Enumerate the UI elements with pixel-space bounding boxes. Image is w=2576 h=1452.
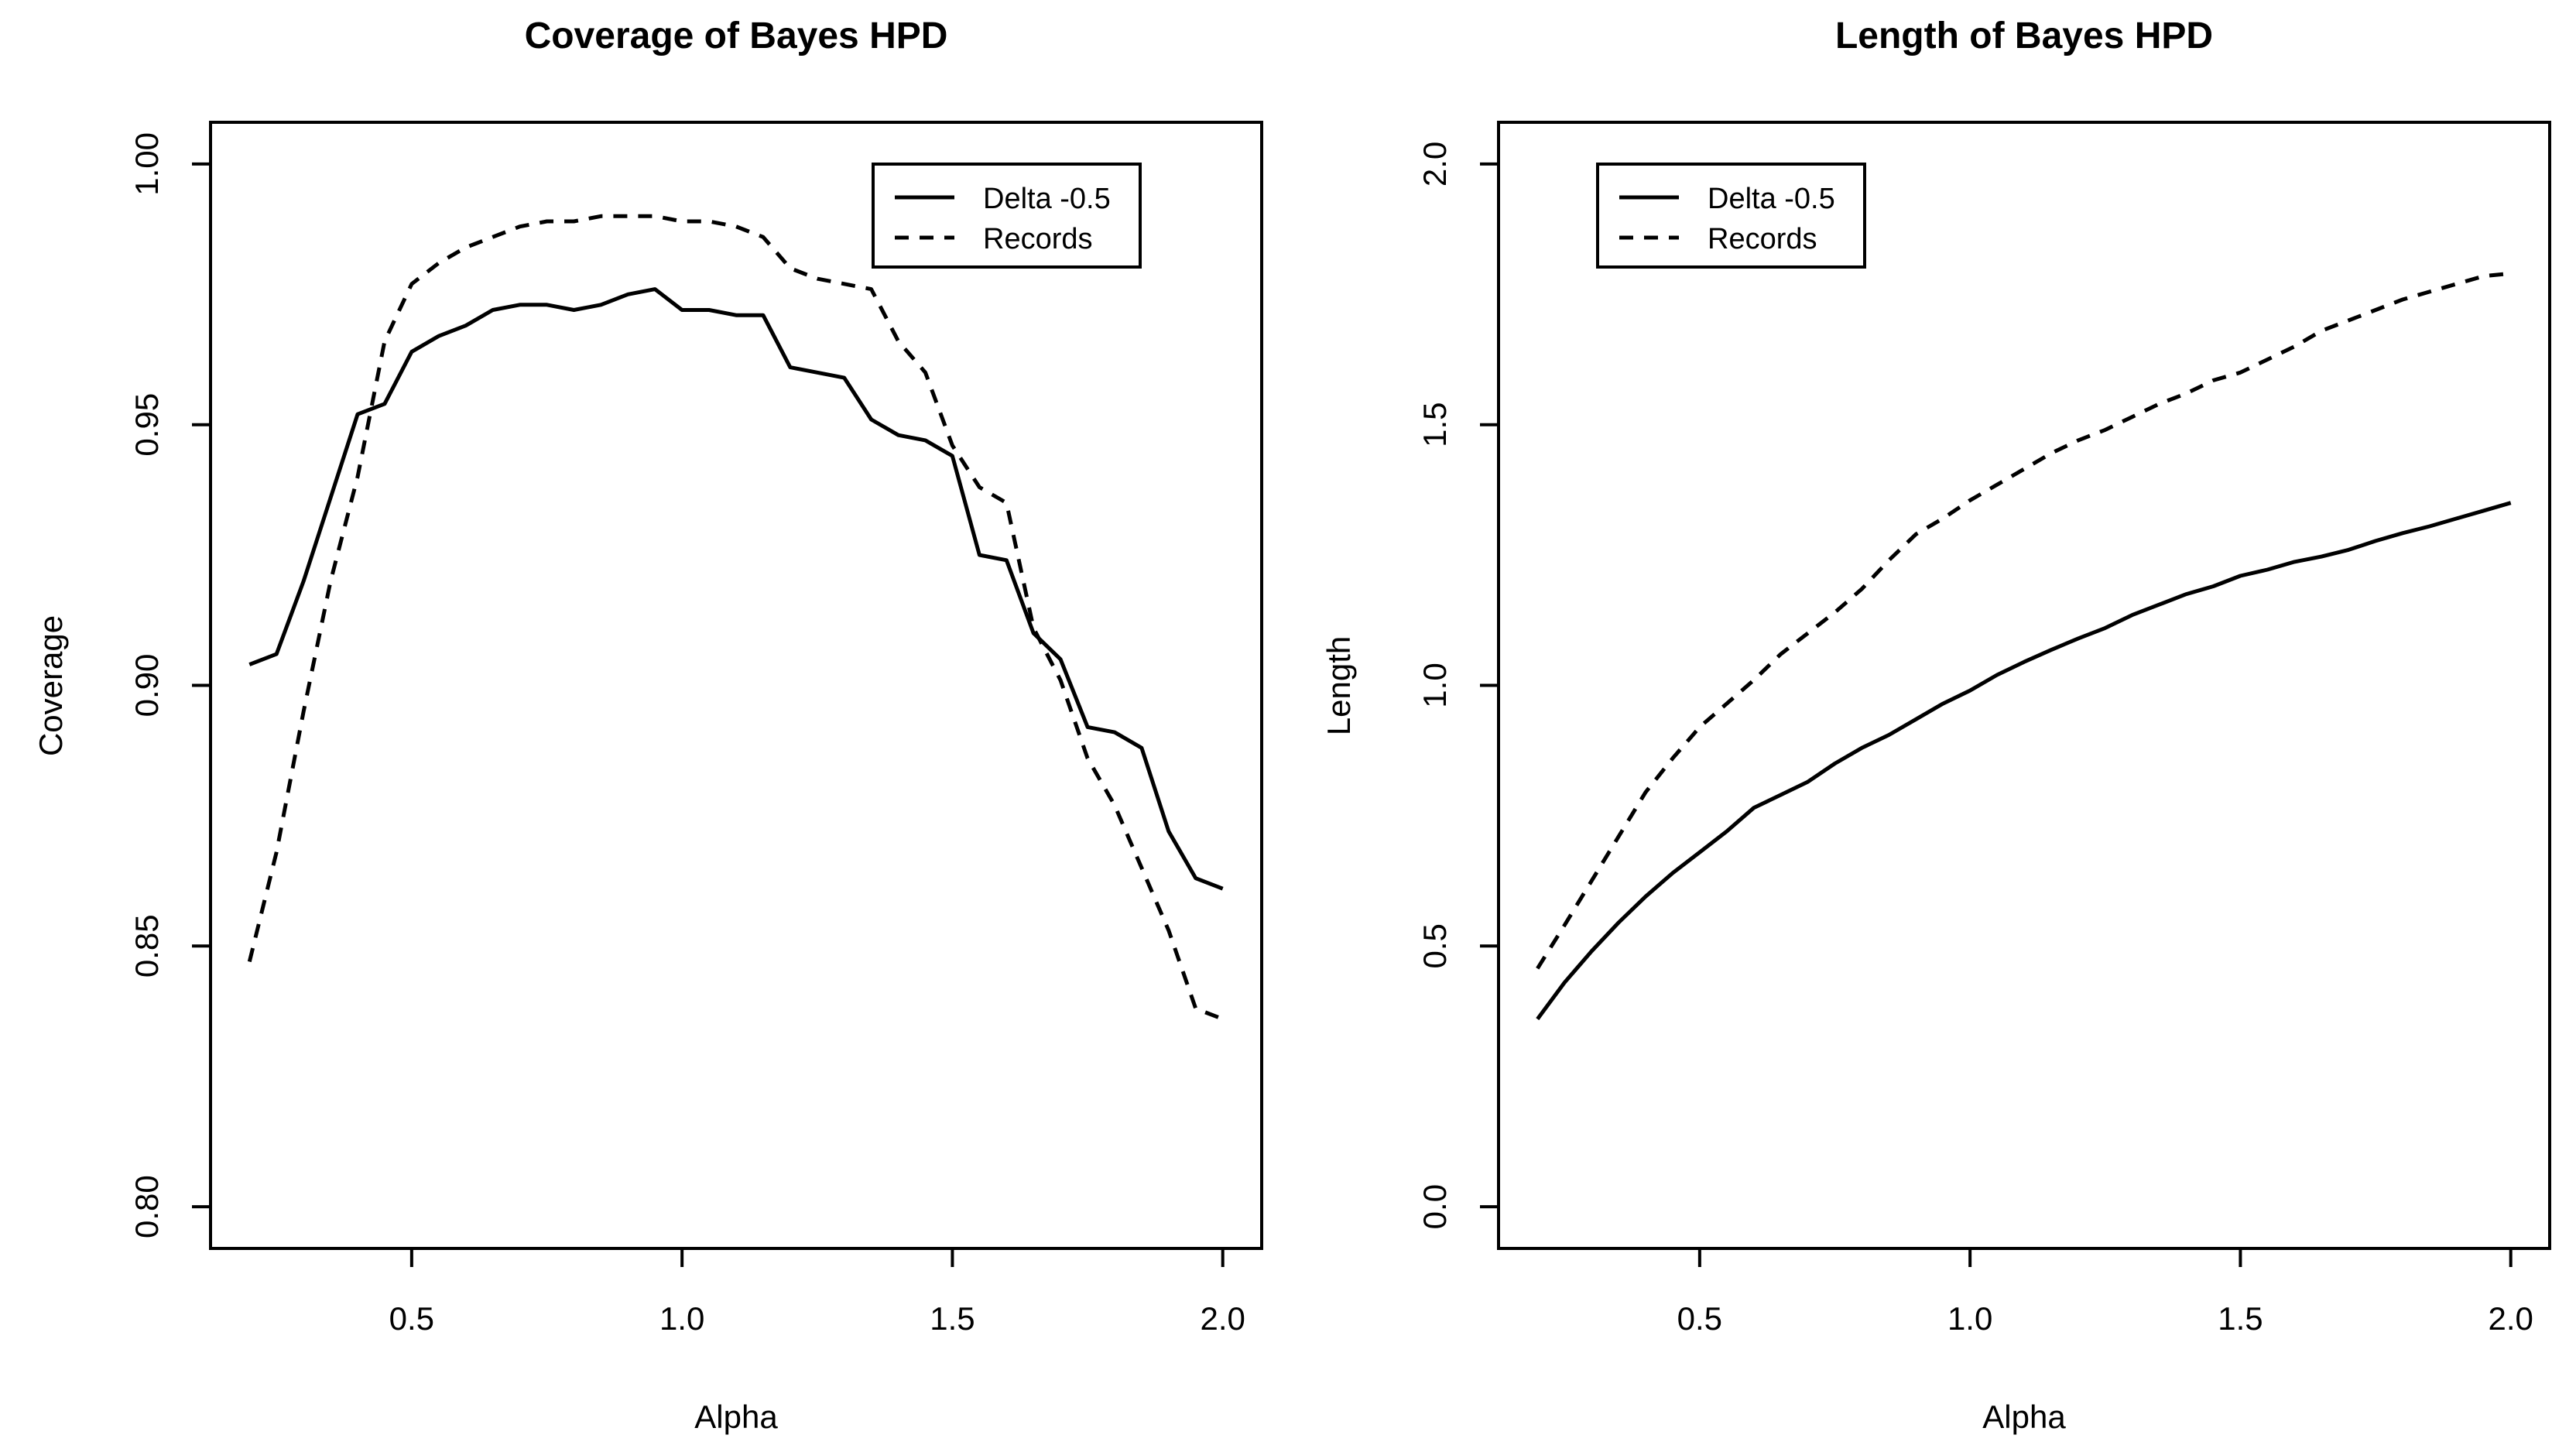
x-tick-label: 1.5 bbox=[2218, 1300, 2263, 1337]
x-tick-label: 1.0 bbox=[1947, 1300, 1992, 1337]
x-axis-label: Alpha bbox=[694, 1399, 778, 1435]
x-tick-label: 2.0 bbox=[1201, 1300, 1245, 1337]
series-line-delta bbox=[248, 287, 1224, 891]
coverage-plot-area: 0.5 1.0 1.5 2.0 0.80 0.85 0.90 0.95 1.00 bbox=[128, 121, 1263, 1337]
y-tick-label: 2.0 bbox=[1416, 142, 1453, 187]
coverage-panel: 0.5 1.0 1.5 2.0 0.80 0.85 0.90 0.95 1.00 Coverag… bbox=[33, 15, 1263, 1435]
x-tick-label: 1.0 bbox=[659, 1300, 704, 1337]
length-panel: 0.5 1.0 1.5 2.0 0.0 0.5 1.0 1.5 2.0 Length of Ba… bbox=[1288, 0, 2576, 1452]
length-plot-area: 0.5 1.0 1.5 2.0 0.0 0.5 1.0 1.5 2.0 bbox=[1416, 121, 2551, 1337]
legend: Delta -0.5 Records bbox=[1596, 163, 1866, 269]
x-tick-label: 0.5 bbox=[1677, 1300, 1722, 1337]
y-axis-label: Length bbox=[1321, 636, 1357, 735]
y-tick-label: 1.5 bbox=[1416, 402, 1453, 447]
y-tick-label: 1.00 bbox=[128, 132, 165, 196]
y-tick-label: 0.5 bbox=[1416, 923, 1453, 968]
y-tick-label: 0.0 bbox=[1416, 1184, 1453, 1229]
x-tick-label: 2.0 bbox=[2489, 1300, 2533, 1337]
y-tick-label: 1.0 bbox=[1416, 663, 1453, 707]
x-tick-label: 1.5 bbox=[930, 1300, 975, 1337]
legend-label-records: Records bbox=[1708, 223, 1817, 255]
y-axis-label: Coverage bbox=[33, 615, 69, 756]
coverage-chart: 0.5 1.0 1.5 2.0 0.80 0.85 0.90 0.95 1.00 Coverag… bbox=[33, 15, 1263, 1435]
series-line-delta bbox=[1536, 501, 2512, 1021]
x-axis-label: Alpha bbox=[1982, 1399, 2066, 1435]
panel-title: Coverage of Bayes HPD bbox=[525, 15, 948, 57]
legend-box bbox=[1596, 163, 1866, 269]
legend-label-delta: Delta -0.5 bbox=[1708, 183, 1835, 215]
plot-box bbox=[209, 121, 1263, 1250]
series-line-records bbox=[1536, 271, 2511, 970]
series-line-records bbox=[247, 214, 1224, 1021]
legend-label-records: Records bbox=[983, 223, 1093, 255]
y-tick-label: 0.80 bbox=[128, 1175, 165, 1238]
length-chart: 0.5 1.0 1.5 2.0 0.0 0.5 1.0 1.5 2.0 Length of Ba… bbox=[1321, 15, 2551, 1435]
legend-label-delta: Delta -0.5 bbox=[983, 183, 1111, 215]
legend: Delta -0.5 Records bbox=[872, 163, 1142, 269]
y-tick-label: 0.90 bbox=[128, 654, 165, 717]
panel-title: Length of Bayes HPD bbox=[1835, 15, 2213, 57]
y-tick-label: 0.85 bbox=[128, 914, 165, 978]
y-tick-label: 0.95 bbox=[128, 393, 165, 457]
x-tick-label: 0.5 bbox=[389, 1300, 434, 1337]
plot-box bbox=[1497, 121, 2551, 1250]
legend-box bbox=[872, 163, 1142, 269]
